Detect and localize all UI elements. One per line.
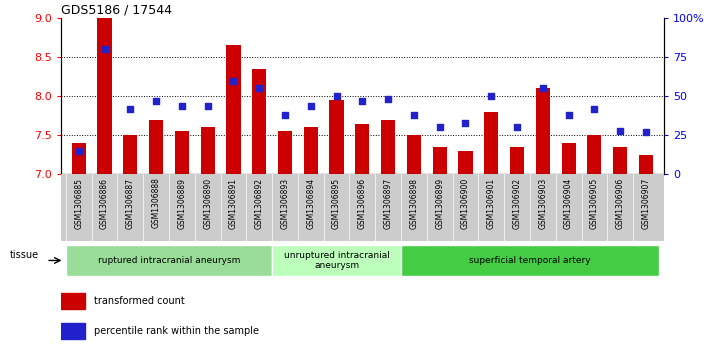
Text: GSM1306892: GSM1306892 (255, 178, 263, 229)
Text: GSM1306906: GSM1306906 (615, 178, 625, 229)
Point (434, 125, 446, 130)
Text: GSM1306899: GSM1306899 (436, 178, 444, 229)
Point (124, 106, 136, 111)
Point (73, 148, 84, 154)
Text: GSM1306902: GSM1306902 (513, 178, 521, 229)
Text: GSM1306895: GSM1306895 (332, 178, 341, 229)
Text: GSM1306887: GSM1306887 (126, 178, 135, 229)
Point (537, 85, 548, 91)
Text: unruptured intracranial
aneurysm: unruptured intracranial aneurysm (283, 251, 390, 270)
Text: GSM1306901: GSM1306901 (487, 178, 496, 229)
Text: ruptured intracranial aneurysm: ruptured intracranial aneurysm (98, 256, 240, 265)
Bar (66, 245, 272, 276)
Bar (124, 135, 137, 174)
Bar (458, 151, 473, 174)
Text: GSM1306903: GSM1306903 (538, 178, 548, 229)
Bar (536, 89, 550, 174)
Point (588, 106, 600, 111)
Text: tissue: tissue (10, 250, 39, 260)
Bar (588, 135, 601, 174)
Text: GSM1306890: GSM1306890 (203, 178, 212, 229)
Bar (329, 100, 343, 174)
Bar (226, 45, 241, 174)
Bar (407, 135, 421, 174)
Text: GSM1306885: GSM1306885 (74, 178, 84, 229)
Text: GSM1306886: GSM1306886 (100, 178, 109, 229)
Text: GDS5186 / 17544: GDS5186 / 17544 (61, 4, 171, 17)
Text: percentile rank within the sample: percentile rank within the sample (94, 326, 259, 336)
Point (202, 103, 213, 109)
Bar (303, 127, 318, 174)
Bar (639, 155, 653, 174)
Point (279, 112, 291, 118)
Point (305, 103, 316, 109)
Point (563, 112, 574, 118)
Bar (561, 143, 575, 174)
Bar (278, 131, 292, 174)
Bar (381, 120, 396, 174)
Point (151, 98, 162, 104)
Point (511, 125, 523, 130)
Text: transformed count: transformed count (94, 296, 185, 306)
Point (228, 78, 239, 83)
Bar (175, 131, 189, 174)
Bar (97, 18, 111, 174)
Text: superficial temporal artery: superficial temporal artery (469, 256, 590, 265)
Bar (613, 147, 628, 174)
Point (253, 85, 265, 91)
Text: GSM1306897: GSM1306897 (383, 178, 393, 229)
Text: GSM1306894: GSM1306894 (306, 178, 316, 229)
Bar (61, 293, 85, 309)
Bar (484, 112, 498, 174)
Point (408, 112, 420, 118)
Text: GSM1306891: GSM1306891 (229, 178, 238, 229)
Point (383, 97, 394, 102)
Bar (401, 245, 659, 276)
Bar (201, 127, 215, 174)
Point (640, 129, 652, 135)
Point (99, 46, 110, 52)
Text: GSM1306896: GSM1306896 (358, 178, 367, 229)
Bar (149, 120, 164, 174)
Bar (71, 143, 86, 174)
Text: GSM1306900: GSM1306900 (461, 178, 470, 229)
Text: GSM1306905: GSM1306905 (590, 178, 599, 229)
Text: GSM1306898: GSM1306898 (409, 178, 418, 229)
Text: GSM1306904: GSM1306904 (564, 178, 573, 229)
Point (176, 103, 188, 109)
Bar (510, 147, 524, 174)
Point (331, 93, 342, 99)
Text: GSM1306889: GSM1306889 (177, 178, 186, 229)
Bar (272, 245, 401, 276)
Text: GSM1306907: GSM1306907 (641, 178, 650, 229)
Text: GSM1306893: GSM1306893 (281, 178, 289, 229)
Point (486, 93, 497, 99)
Bar (61, 323, 85, 339)
Point (460, 120, 471, 126)
Bar (433, 147, 447, 174)
Text: GSM1306888: GSM1306888 (151, 178, 161, 228)
Bar (252, 69, 266, 174)
Bar (356, 123, 369, 174)
Point (615, 128, 626, 134)
Point (356, 98, 368, 104)
